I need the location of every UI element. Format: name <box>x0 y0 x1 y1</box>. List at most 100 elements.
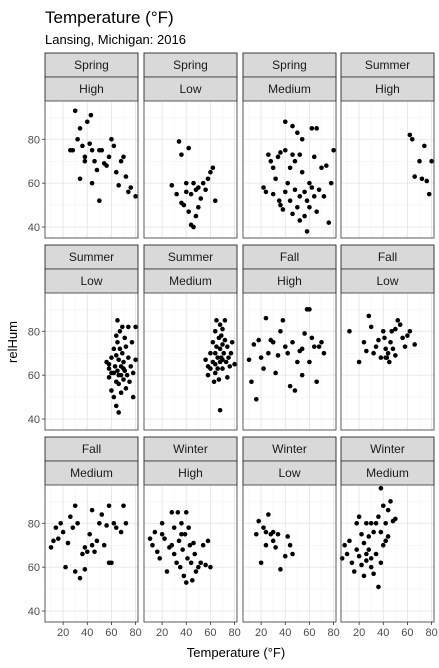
data-point <box>220 326 225 332</box>
data-point <box>126 324 131 330</box>
data-point <box>407 132 413 138</box>
data-point <box>364 551 369 557</box>
data-point <box>331 147 336 153</box>
data-point <box>115 318 120 323</box>
data-point <box>186 209 191 214</box>
data-point <box>285 534 290 539</box>
data-point <box>225 375 230 380</box>
data-point <box>118 529 124 535</box>
data-point <box>361 573 367 579</box>
panel-background <box>144 486 237 622</box>
level-strip-label: Low <box>376 274 398 288</box>
panel-points <box>104 318 138 415</box>
data-point <box>212 370 218 376</box>
data-point <box>316 187 322 193</box>
level-strip <box>44 76 139 102</box>
data-point <box>270 191 276 197</box>
data-point <box>89 180 95 186</box>
x-tick-label: 20 <box>57 627 69 639</box>
panel-points <box>261 119 336 234</box>
x-tick-label: 60 <box>303 627 315 639</box>
data-point <box>116 410 121 415</box>
data-point <box>383 520 388 526</box>
data-point <box>258 355 264 360</box>
data-point <box>211 379 217 385</box>
data-point <box>393 516 398 522</box>
data-point <box>225 344 230 349</box>
y-axis-title: relHum <box>5 321 20 363</box>
x-tick-label: 80 <box>228 627 240 639</box>
level-strip <box>242 268 337 294</box>
data-point <box>417 158 422 164</box>
data-point <box>126 189 131 195</box>
panel-summer-low: Summer Low <box>44 244 139 431</box>
data-point <box>99 147 105 153</box>
data-point <box>304 229 310 234</box>
y-tick-label: 40 <box>28 222 40 234</box>
data-point <box>378 485 384 491</box>
data-point <box>393 326 398 332</box>
data-point <box>119 350 125 356</box>
data-point <box>292 388 298 393</box>
data-point <box>373 344 379 349</box>
data-point <box>309 126 315 131</box>
data-point <box>261 525 266 530</box>
data-point <box>402 344 408 349</box>
data-point <box>270 165 276 171</box>
data-point <box>212 328 218 334</box>
x-tick-label: 60 <box>105 627 117 639</box>
data-point <box>55 536 61 541</box>
panel-points <box>203 318 237 413</box>
data-point <box>429 158 434 164</box>
data-point <box>106 503 112 509</box>
data-point <box>181 202 187 208</box>
data-point <box>113 353 119 358</box>
data-point <box>226 355 231 360</box>
data-point <box>72 108 78 114</box>
data-point <box>198 560 204 566</box>
data-point <box>133 357 138 363</box>
data-point <box>128 185 134 190</box>
level-strip-label: Low <box>179 82 201 96</box>
panel-points <box>253 512 295 572</box>
panel-background <box>243 486 336 622</box>
level-strip-label: High <box>375 82 400 96</box>
data-point <box>424 178 430 184</box>
panel-grid <box>144 486 237 622</box>
data-point <box>116 183 121 188</box>
data-point <box>290 551 295 557</box>
data-point <box>282 344 288 349</box>
data-point <box>344 551 350 557</box>
data-point <box>246 357 252 363</box>
data-point <box>261 366 266 371</box>
data-point <box>84 549 90 555</box>
data-point <box>290 211 295 217</box>
data-point <box>223 359 229 365</box>
season-strip-label: Summer <box>365 58 410 72</box>
data-point <box>198 196 204 201</box>
y-tick-label: 80 <box>28 326 40 338</box>
data-point <box>89 147 95 153</box>
data-point <box>321 350 327 356</box>
data-point <box>63 564 68 570</box>
data-point <box>290 152 295 157</box>
data-point <box>390 346 396 352</box>
data-point <box>371 529 376 535</box>
data-point <box>109 388 114 393</box>
data-point <box>72 569 78 574</box>
data-point <box>409 136 415 142</box>
data-point <box>273 545 278 550</box>
data-point <box>127 379 132 385</box>
data-point <box>106 154 112 160</box>
data-point <box>162 536 167 541</box>
data-point <box>188 560 194 566</box>
data-point <box>397 322 403 328</box>
data-point <box>217 407 223 413</box>
season-strip-label: Winter <box>370 442 405 456</box>
data-point <box>371 350 376 356</box>
data-point <box>179 531 184 537</box>
data-point <box>282 119 288 125</box>
data-point <box>89 542 95 548</box>
data-point <box>275 154 281 160</box>
season-strip-label: Winter <box>272 442 307 456</box>
